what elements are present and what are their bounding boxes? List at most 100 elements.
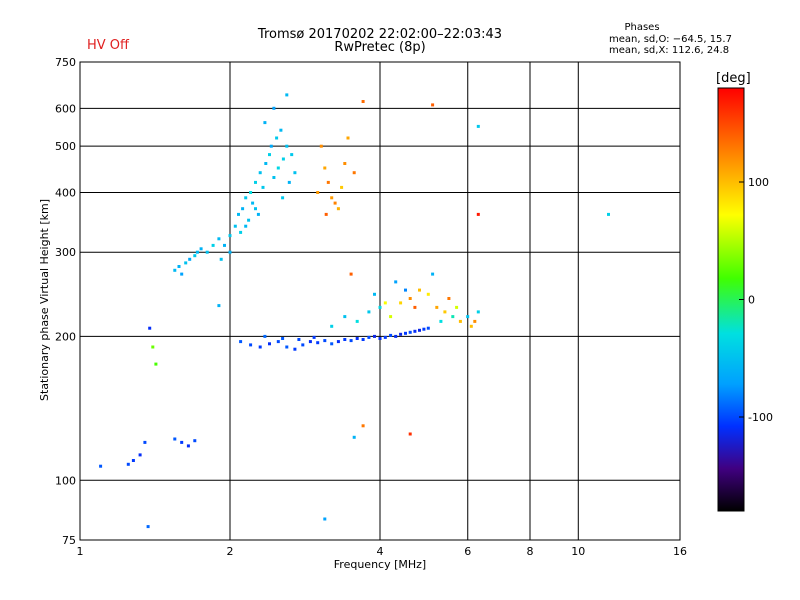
data-point xyxy=(281,337,285,340)
data-point xyxy=(180,440,184,444)
data-point xyxy=(404,288,407,292)
data-point xyxy=(373,292,376,296)
data-point xyxy=(333,201,337,205)
data-point xyxy=(301,343,305,347)
data-point xyxy=(319,144,323,148)
data-point xyxy=(352,435,356,439)
data-point xyxy=(272,106,276,110)
data-point xyxy=(211,243,215,247)
data-point xyxy=(146,525,150,529)
y-tick-label: 500 xyxy=(55,140,76,153)
data-point xyxy=(264,162,268,165)
data-point xyxy=(466,315,470,319)
data-point xyxy=(268,153,271,157)
data-point xyxy=(426,326,430,330)
data-point xyxy=(281,196,285,200)
data-point xyxy=(223,243,226,247)
x-tick-label: 6 xyxy=(464,545,471,558)
y-tick-label: 600 xyxy=(55,102,76,115)
data-point xyxy=(247,218,251,222)
data-point xyxy=(308,340,312,344)
data-point xyxy=(254,180,257,184)
x-tick-label: 16 xyxy=(673,545,687,558)
y-tick-label: 300 xyxy=(55,246,76,259)
data-point xyxy=(343,162,347,165)
data-point xyxy=(173,437,177,441)
data-point xyxy=(330,324,334,328)
data-point xyxy=(389,333,393,337)
colorbar-title: [deg] xyxy=(716,71,751,86)
data-point xyxy=(263,334,267,338)
data-point xyxy=(476,212,480,216)
data-point xyxy=(383,301,387,305)
data-point xyxy=(276,340,280,344)
data-point xyxy=(237,212,240,216)
chart-title: Tromsø 20170202 22:02:00–22:03:43 xyxy=(257,27,503,42)
data-point xyxy=(244,224,248,228)
axis-ticks: 1 2 4 6 8 10 16 75 100 200 300 400 500 600 750 xyxy=(55,56,687,558)
colorbar-tick-label: 100 xyxy=(748,176,769,189)
data-point xyxy=(316,191,320,194)
data-point xyxy=(193,439,197,443)
data-point xyxy=(336,207,340,211)
data-point xyxy=(143,440,147,444)
data-point xyxy=(349,339,353,343)
data-point xyxy=(451,315,455,319)
data-point xyxy=(431,103,435,107)
data-point xyxy=(263,121,267,125)
data-point xyxy=(219,257,223,261)
data-point xyxy=(239,230,243,234)
data-point xyxy=(205,250,209,254)
data-point xyxy=(336,340,340,344)
data-point xyxy=(361,424,365,428)
data-point xyxy=(355,337,359,340)
x-axis-label: Frequency [MHz] xyxy=(334,558,426,571)
data-point xyxy=(431,272,435,276)
data-point xyxy=(249,343,253,347)
data-point xyxy=(367,310,371,314)
data-point xyxy=(469,324,473,328)
x-tick-label: 8 xyxy=(527,545,534,558)
x-tick-label: 10 xyxy=(571,545,585,558)
data-point xyxy=(258,171,262,175)
data-point xyxy=(177,265,181,268)
data-point xyxy=(193,254,197,258)
data-point xyxy=(184,261,188,265)
data-point xyxy=(426,292,430,296)
x-tick-label: 4 xyxy=(377,545,384,558)
data-point xyxy=(251,201,255,205)
data-point xyxy=(408,297,412,300)
data-point xyxy=(290,153,294,157)
data-point xyxy=(228,234,232,238)
data-point xyxy=(404,331,407,335)
x-tick-label: 1 xyxy=(77,545,84,558)
data-point xyxy=(323,339,327,343)
data-point xyxy=(455,305,459,309)
y-tick-label: 75 xyxy=(62,534,76,547)
data-point xyxy=(418,288,421,292)
data-point xyxy=(439,319,443,323)
data-point xyxy=(186,444,190,448)
data-point xyxy=(199,247,203,251)
phase-x-stats: mean, sd,X: 112.6, 24.8 xyxy=(609,45,730,56)
data-point xyxy=(285,93,289,97)
data-point xyxy=(293,347,297,351)
data-point xyxy=(154,362,158,366)
data-point xyxy=(447,297,451,300)
data-point xyxy=(367,335,371,339)
data-point xyxy=(399,332,403,336)
phases-heading: Phases xyxy=(624,22,660,33)
data-point xyxy=(361,100,365,103)
colorbar-ticks: 100 0 -100 xyxy=(739,176,773,424)
data-point xyxy=(378,305,382,309)
data-point xyxy=(249,191,253,194)
data-point xyxy=(394,280,398,284)
data-point xyxy=(272,176,276,179)
data-point xyxy=(323,166,327,170)
y-tick-label: 400 xyxy=(55,186,76,199)
data-point xyxy=(269,144,273,148)
data-point xyxy=(228,250,232,254)
y-tick-label: 750 xyxy=(55,56,76,69)
data-point xyxy=(285,144,289,148)
data-point xyxy=(389,315,393,319)
